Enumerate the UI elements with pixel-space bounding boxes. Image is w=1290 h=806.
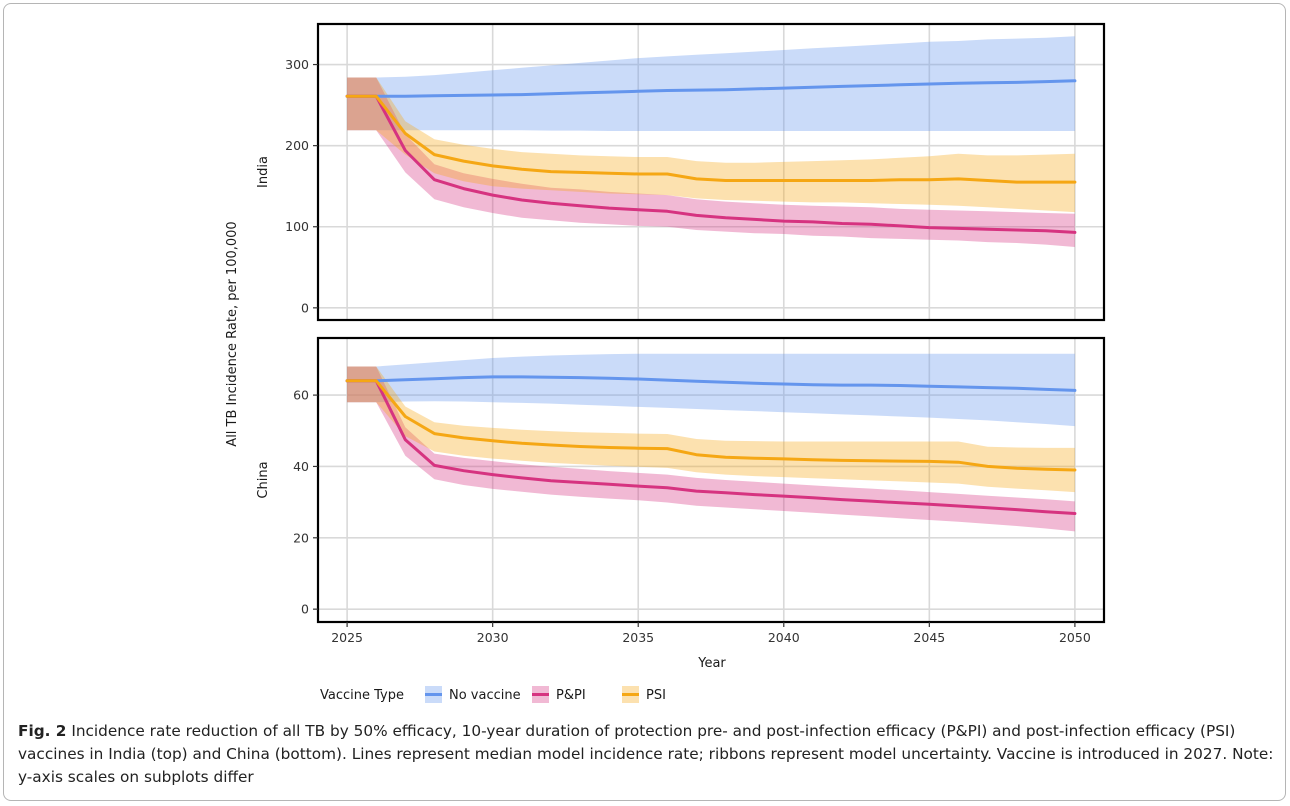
panel-border-china (316, 336, 1106, 624)
strip-label-china: China (256, 461, 271, 498)
line-no-vaccine-india (345, 79, 1077, 98)
ytick-label-0: 0 (301, 602, 309, 617)
xtick-label-2045: 2045 (913, 630, 945, 645)
panels-group: 0 100 200 300 India 0 20 40 60 China (256, 22, 1106, 624)
legend-label-ppi: P&PI (556, 688, 586, 703)
legend-label-no-vaccine: No vaccine (449, 688, 521, 703)
ytick-label-0: 0 (301, 300, 309, 315)
ytick-label-300: 300 (285, 57, 309, 72)
panel-china: 0 20 40 60 China (256, 336, 1106, 624)
line-psi-china (345, 379, 1077, 472)
figure-caption-text: Incidence rate reduction of all TB by 50… (18, 722, 1274, 786)
legend-title: Vaccine Type (320, 688, 404, 703)
ytick-label-40: 40 (293, 459, 309, 474)
ytick-label-60: 60 (293, 388, 309, 403)
x-axis-title: Year (697, 656, 726, 671)
x-axis: 2025 2030 2035 2040 2045 2050 (331, 622, 1091, 645)
ytick-label-100: 100 (285, 219, 309, 234)
panel-border-india (316, 22, 1106, 322)
legend: Vaccine Type No vaccine P&PI PSI (320, 686, 666, 703)
y-axis-title: All TB Incidence Rate, per 100,000 (225, 221, 240, 446)
line-ppi-china (345, 379, 1077, 515)
legend-label-psi: PSI (646, 688, 666, 703)
xtick-label-2050: 2050 (1059, 630, 1091, 645)
panel-india: 0 100 200 300 India (256, 22, 1106, 322)
xtick-label-2040: 2040 (768, 630, 800, 645)
xtick-label-2025: 2025 (331, 630, 363, 645)
xtick-label-2035: 2035 (622, 630, 654, 645)
line-no-vaccine-china (345, 375, 1077, 392)
xtick-label-2030: 2030 (477, 630, 509, 645)
ytick-label-200: 200 (285, 138, 309, 153)
figure-frame (3, 3, 1286, 801)
ribbon-ppi-china (347, 366, 1075, 532)
figure-caption: Fig. 2 Incidence rate reduction of all T… (18, 720, 1280, 789)
ribbon-no-vaccine-india (347, 36, 1075, 132)
strip-label-india: India (256, 156, 271, 188)
line-psi-india (345, 94, 1077, 184)
line-ppi-india (345, 94, 1077, 234)
ribbon-no-vaccine-china (347, 353, 1075, 427)
figure-label: Fig. 2 (18, 722, 67, 740)
ribbon-ppi-india (347, 77, 1075, 247)
ytick-label-20: 20 (293, 530, 309, 545)
chart: All TB Incidence Rate, per 100,000 Year … (225, 22, 1106, 703)
